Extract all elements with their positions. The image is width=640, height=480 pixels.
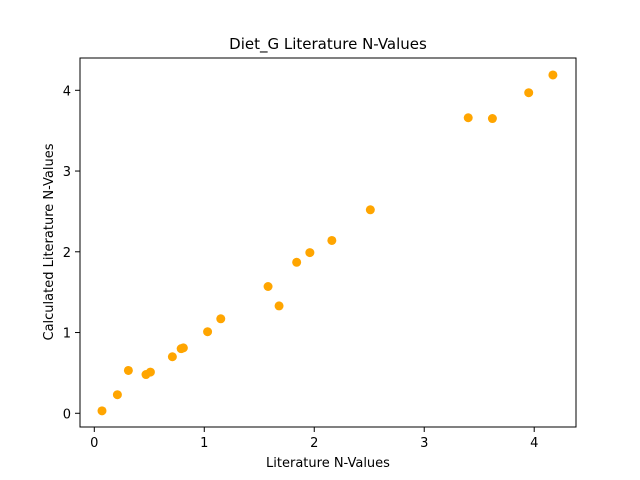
data-point-3: [123, 365, 133, 375]
y-tick-label: 1: [63, 327, 71, 342]
x-axis-ticks: 0 1 2 3 4: [90, 427, 538, 451]
data-point-9: [203, 327, 213, 337]
data-point-17: [463, 113, 473, 123]
data-point-16: [365, 205, 375, 215]
y-axis-label: Calculated Literature N-Values: [42, 143, 57, 340]
y-tick-label: 0: [63, 407, 71, 422]
data-point-18: [487, 114, 497, 124]
plot-frame: [79, 57, 577, 428]
x-axis-label: Literature N-Values: [266, 456, 390, 471]
y-tick-label: 3: [63, 165, 71, 180]
x-tick-label: 3: [420, 436, 428, 451]
data-point-1: [97, 406, 107, 416]
data-point-6: [167, 352, 177, 362]
data-point-19: [524, 88, 534, 98]
y-tick-label: 2: [63, 246, 71, 261]
data-point-5: [145, 367, 155, 377]
y-axis-ticks: 0 1 2 3 4: [63, 84, 80, 422]
chart-title: Diet_G Literature N-Values: [229, 35, 427, 54]
data-point-14: [305, 248, 315, 258]
data-point-8: [178, 343, 188, 353]
data-point-2: [112, 390, 122, 400]
data-point-11: [263, 282, 273, 292]
data-point-10: [216, 314, 226, 324]
points-layer: [97, 70, 558, 416]
data-point-12: [274, 301, 284, 311]
x-tick-label: 1: [200, 436, 208, 451]
y-tick-label: 4: [63, 84, 71, 99]
data-point-20: [548, 70, 558, 80]
x-tick-label: 2: [310, 436, 318, 451]
data-point-15: [327, 235, 337, 245]
x-tick-label: 0: [90, 436, 98, 451]
x-tick-label: 4: [530, 436, 538, 451]
data-point-13: [292, 257, 302, 267]
